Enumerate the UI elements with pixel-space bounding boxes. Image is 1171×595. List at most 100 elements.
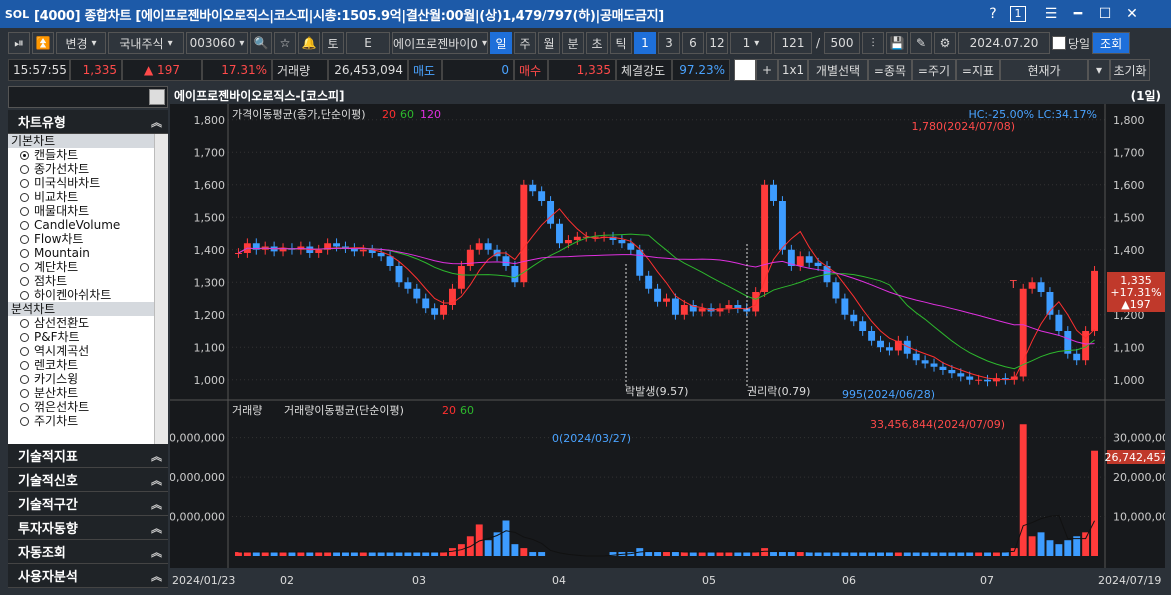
list-icon[interactable] — [149, 89, 165, 105]
query-button[interactable]: 조회 — [1092, 32, 1131, 54]
sidebar-item[interactable]: P&F차트 — [8, 330, 168, 344]
sidebar-item[interactable]: 점차트 — [8, 274, 168, 288]
item-button[interactable]: =종목 — [868, 59, 912, 81]
num-12[interactable]: 12 — [706, 32, 728, 54]
radio-icon[interactable] — [20, 346, 29, 356]
radio-icon[interactable] — [20, 388, 29, 398]
count-b-input[interactable]: 500 — [824, 32, 860, 54]
star-icon[interactable]: ☆ — [274, 32, 296, 54]
sidebar-item[interactable]: 카기스윙 — [8, 372, 168, 386]
top-icon[interactable]: ⏫ — [32, 32, 54, 54]
ratio-button[interactable]: 1x1 — [778, 59, 808, 81]
sidebar-item[interactable]: 역시계곡선 — [8, 344, 168, 358]
e-button[interactable]: E — [346, 32, 390, 54]
sidebar-item[interactable]: 주기차트 — [8, 414, 168, 428]
sidebar-section[interactable]: 자동조회 ︽ — [8, 540, 168, 564]
radio-icon[interactable] — [20, 374, 29, 384]
maximize-button[interactable]: ☐ — [1098, 6, 1112, 22]
save-icon[interactable]: 💾 — [886, 32, 908, 54]
candle-icon[interactable]: ⫶ — [862, 32, 884, 54]
change-dropdown[interactable]: 변경 — [56, 32, 106, 54]
sidebar-item[interactable]: 하이켄아쉬차트 — [8, 288, 168, 302]
pen-icon[interactable]: ✎ — [910, 32, 932, 54]
radio-icon[interactable] — [20, 220, 29, 230]
individual-select[interactable]: 개별선택 — [808, 59, 868, 81]
plus-button[interactable]: + — [756, 59, 778, 81]
gear-icon[interactable]: ⚙ — [934, 32, 956, 54]
radio-icon[interactable] — [20, 248, 29, 258]
radio-icon[interactable] — [20, 178, 29, 188]
to-button[interactable]: 토 — [322, 32, 344, 54]
radio-icon[interactable] — [20, 262, 29, 272]
radio-icon[interactable] — [20, 318, 29, 328]
sidebar-item[interactable]: 삼선전환도 — [8, 316, 168, 330]
play-icon[interactable]: ⏯ — [8, 32, 30, 54]
sidebar-item[interactable]: 비교차트 — [8, 190, 168, 204]
radio-icon[interactable] — [20, 164, 29, 174]
sidebar-item[interactable]: 렌코차트 — [8, 358, 168, 372]
radio-icon[interactable] — [20, 150, 29, 160]
price-volume-chart[interactable]: 1,0001,0001,1001,1001,2001,2001,3001,300… — [162, 104, 1171, 568]
sidebar-item[interactable]: CandleVolume — [8, 218, 168, 232]
indicator-button[interactable]: =지표 — [956, 59, 1000, 81]
stock-name-dropdown[interactable]: 에이프로젠바이0 — [392, 32, 488, 54]
radio-icon[interactable] — [20, 234, 29, 244]
period-week[interactable]: 주 — [514, 32, 536, 54]
radio-icon[interactable] — [20, 416, 29, 426]
screen-number-button[interactable]: 1 — [1010, 6, 1026, 22]
reset-button[interactable]: 초기화 — [1110, 59, 1150, 81]
sidebar-section[interactable]: 사용자분석 ︽ — [8, 564, 168, 588]
settings-icon[interactable]: ☰ — [1044, 6, 1058, 22]
sidebar-section[interactable]: 투자자동향 ︽ — [8, 516, 168, 540]
sidebar-item[interactable]: Mountain — [8, 246, 168, 260]
today-checkbox[interactable] — [1052, 36, 1066, 50]
help-button[interactable]: ? — [989, 6, 997, 22]
sidebar-item[interactable]: 분산차트 — [8, 386, 168, 400]
sidebar-section[interactable]: 기술적신호 ︽ — [8, 468, 168, 492]
radio-icon[interactable] — [20, 206, 29, 216]
sidebar-section[interactable]: 기술적구간 ︽ — [8, 492, 168, 516]
volume-bar — [1055, 544, 1063, 556]
num-6[interactable]: 6 — [682, 32, 704, 54]
count-a-input[interactable]: 121 — [774, 32, 812, 54]
search-icon[interactable]: 🔍 — [250, 32, 272, 54]
count-dropdown[interactable]: 1 — [730, 32, 772, 54]
radio-icon[interactable] — [20, 402, 29, 412]
period-day[interactable]: 일 — [490, 32, 512, 54]
ma60-label: 60 — [400, 108, 414, 121]
num-3[interactable]: 3 — [658, 32, 680, 54]
date-input[interactable]: 2024.07.20 — [958, 32, 1050, 54]
chart-type-header[interactable]: 차트유형 ︽ — [8, 110, 168, 134]
num-1[interactable]: 1 — [634, 32, 656, 54]
sidebar-section[interactable]: 기술적지표 ︽ — [8, 444, 168, 468]
period-second[interactable]: 초 — [586, 32, 608, 54]
sidebar-item[interactable]: 꺾은선차트 — [8, 400, 168, 414]
radio-icon[interactable] — [20, 332, 29, 342]
list-scrollbar[interactable] — [154, 134, 168, 444]
period-button[interactable]: =주기 — [912, 59, 956, 81]
sidebar-item[interactable]: 종가선차트 — [8, 162, 168, 176]
period-month[interactable]: 월 — [538, 32, 560, 54]
radio-icon[interactable] — [20, 192, 29, 202]
period-tick[interactable]: 틱 — [610, 32, 632, 54]
bell-icon[interactable]: 🔔 — [298, 32, 320, 54]
chevron-down-icon[interactable]: ▾ — [1088, 59, 1110, 81]
radio-icon[interactable] — [20, 290, 29, 300]
sidebar-item[interactable]: 캔들차트 — [8, 148, 168, 162]
market-dropdown[interactable]: 국내주식 — [108, 32, 184, 54]
code-input[interactable]: 003060 — [186, 32, 248, 54]
radio-icon[interactable] — [20, 276, 29, 286]
minimize-button[interactable]: ━ — [1073, 6, 1083, 22]
price-mode[interactable]: 현재가 — [1000, 59, 1088, 81]
period-minute[interactable]: 분 — [562, 32, 584, 54]
sidebar-item[interactable]: Flow차트 — [8, 232, 168, 246]
close-button[interactable]: ✕ — [1126, 6, 1138, 22]
check-box[interactable] — [734, 59, 756, 81]
radio-icon[interactable] — [20, 360, 29, 370]
sidebar-item[interactable]: 계단차트 — [8, 260, 168, 274]
sidebar-item[interactable]: 미국식바차트 — [8, 176, 168, 190]
candle-body — [538, 191, 546, 201]
sidebar-search[interactable] — [8, 86, 168, 108]
sidebar-item[interactable]: 매물대차트 — [8, 204, 168, 218]
vol-ma60-label: 60 — [460, 404, 474, 417]
